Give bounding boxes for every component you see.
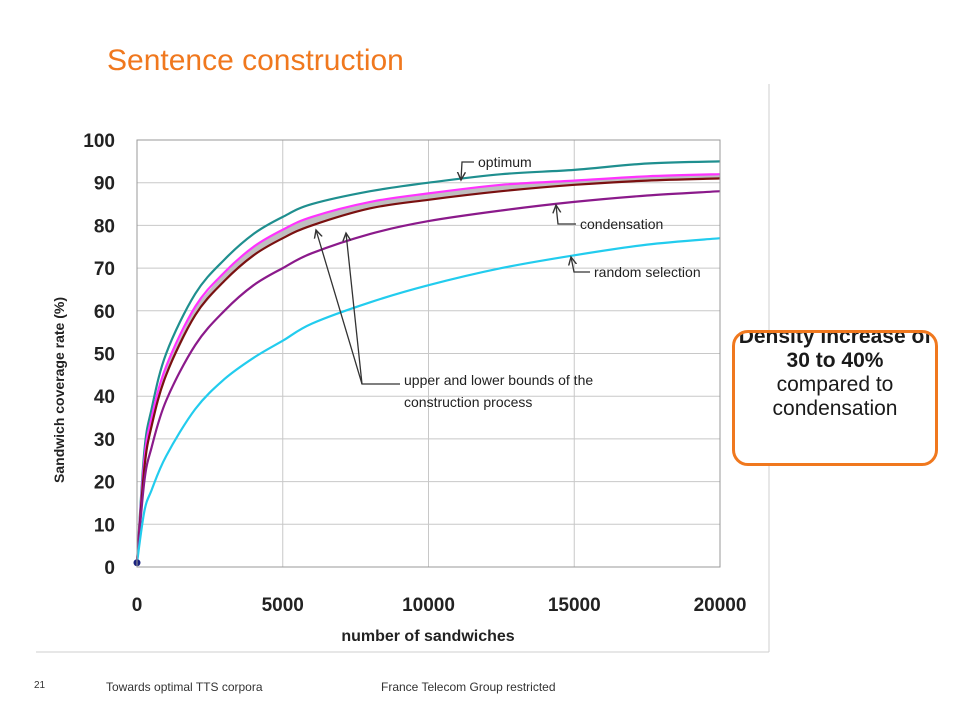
y-tick-label-80: 80 xyxy=(94,216,115,237)
callout-normal-text: compared to condensation xyxy=(772,373,898,420)
y-tick-label-100: 100 xyxy=(83,131,115,152)
annotation-arrow-optimum xyxy=(461,161,474,180)
annotation-label-random-selection: random selection xyxy=(594,264,701,280)
series-lines xyxy=(133,160,721,567)
density-callout: Density increase of 30 to 40% compared t… xyxy=(732,330,938,466)
x-tick-label-20000: 20000 xyxy=(694,595,747,616)
series-line-random-selection xyxy=(135,237,721,563)
y-axis-label: Sandwich coverage rate (%) xyxy=(51,297,67,483)
y-tick-label-20: 20 xyxy=(94,473,115,494)
page-number: 21 xyxy=(34,680,46,691)
annotation-label-bounds-line2: construction process xyxy=(404,394,532,410)
x-tick-label-5000: 5000 xyxy=(262,595,304,616)
plot-area-frame xyxy=(136,139,721,568)
y-tick-label-30: 30 xyxy=(94,430,115,451)
series-line-lower-bound xyxy=(135,177,721,563)
x-tick-label-10000: 10000 xyxy=(402,595,455,616)
annotation-arrow-random-selection xyxy=(571,257,590,273)
slide-title: Sentence construction xyxy=(107,44,404,77)
x-tick-label-15000: 15000 xyxy=(548,595,601,616)
y-tick-label-0: 0 xyxy=(104,558,115,579)
y-tick-label-50: 50 xyxy=(94,345,115,366)
tick-labels: 0 10 20 30 40 50 60 70 80 90 100 0 5000 10000 15000 200… xyxy=(83,131,746,616)
axes xyxy=(136,139,721,568)
annotation-label-optimum: optimum xyxy=(478,154,532,170)
y-tick-label-90: 90 xyxy=(94,174,115,195)
annotation-arrow-condensation xyxy=(556,205,576,225)
series-line-condensation xyxy=(135,190,721,563)
y-tick-label-70: 70 xyxy=(94,259,115,280)
annotation-arrow-lower-bound xyxy=(346,233,363,385)
y-tick-label-10: 10 xyxy=(94,515,115,536)
series-line-upper-bound xyxy=(135,173,721,563)
annotation-label-condensation: condensation xyxy=(580,216,663,232)
footer-left: Towards optimal TTS corpora xyxy=(106,680,263,694)
x-tick-label-0: 0 xyxy=(132,595,143,616)
footer-center: France Telecom Group restricted xyxy=(381,680,556,694)
annotation-label-bounds-line1: upper and lower bounds of the xyxy=(404,372,593,388)
y-tick-label-60: 60 xyxy=(94,302,115,323)
series-line-optimum xyxy=(135,160,721,563)
x-axis-label: number of sandwiches xyxy=(341,628,514,645)
callout-bold-text: Density increase of 30 to 40% xyxy=(738,330,932,372)
y-tick-label-40: 40 xyxy=(94,387,115,408)
annotations: optimum condensation random selection upper… xyxy=(316,154,701,410)
